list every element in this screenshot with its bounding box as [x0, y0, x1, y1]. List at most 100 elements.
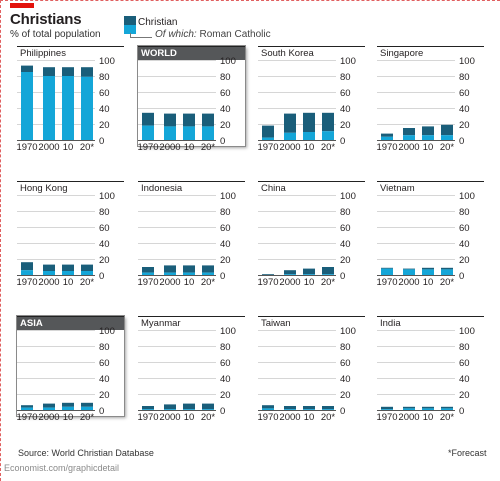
x-tick-label: 1970 [257, 142, 278, 153]
y-tick-label: 100 [220, 191, 236, 202]
y-tick-label: 60 [220, 88, 231, 99]
y-tick-label: 80 [340, 207, 351, 218]
bar-christian-other [441, 124, 453, 136]
y-tick-label: 0 [459, 136, 464, 147]
x-tick-label: 20* [80, 142, 95, 153]
x-tick-label: 20* [80, 412, 95, 423]
y-tick-label: 80 [340, 342, 351, 353]
bar-christian-other [322, 406, 334, 410]
y-tick-label: 20 [220, 255, 231, 266]
panel-chart: 0 20 40 60 80 100 1970 2000 10 20* [376, 191, 474, 288]
panel-chart: 0 20 40 60 80 100 1970 2000 10 20* [16, 56, 114, 153]
x-tick-label: 2000 [159, 277, 180, 288]
bar-catholic [183, 126, 195, 140]
y-tick-label: 60 [220, 358, 231, 369]
y-tick-label: 40 [459, 374, 470, 385]
bar-christian-other [142, 267, 154, 273]
panel-china: China 0 20 40 60 80 100 1970 2000 10 20* [257, 181, 365, 288]
bar-catholic [284, 132, 296, 140]
y-tick-label: 100 [459, 326, 475, 337]
chart-subtitle: % of total population [10, 29, 101, 40]
y-tick-label: 40 [220, 239, 231, 250]
bar-christian-other [202, 403, 214, 410]
x-tick-label: 2000 [398, 277, 419, 288]
bar-christian-other [164, 265, 176, 273]
bar-christian-other [322, 112, 334, 132]
y-tick-label: 100 [459, 191, 475, 202]
y-tick-label: 60 [340, 223, 351, 234]
y-tick-label: 100 [99, 56, 115, 67]
bar-catholic [81, 76, 93, 140]
panel-indonesia: Indonesia 0 20 40 60 80 100 1970 2000 10 20* [137, 181, 245, 288]
bar-catholic [43, 407, 55, 410]
bar-christian-other [284, 270, 296, 275]
y-tick-label: 80 [340, 72, 351, 83]
bar-catholic [43, 76, 55, 140]
bar-christian-other [62, 402, 74, 407]
legend-catholic-text: Roman Catholic [199, 29, 271, 40]
y-tick-label: 0 [99, 136, 104, 147]
y-tick-label: 0 [340, 406, 345, 417]
y-tick-label: 80 [99, 72, 110, 83]
y-tick-label: 80 [99, 342, 110, 353]
bar-christian-other [403, 268, 415, 270]
panel-title: Myanmar [138, 316, 245, 330]
bar-christian-other [284, 406, 296, 410]
bar-christian-other [142, 406, 154, 410]
y-tick-label: 60 [99, 88, 110, 99]
x-tick-label: 20* [440, 412, 455, 423]
y-tick-label: 40 [340, 239, 351, 250]
x-tick-label: 20* [321, 142, 336, 153]
bar-christian-other [262, 125, 274, 138]
bar-catholic [164, 126, 176, 140]
x-tick-label: 20* [201, 277, 216, 288]
bar-christian-other [441, 406, 453, 409]
bar-christian-other [381, 406, 393, 410]
bar-christian-other [202, 265, 214, 273]
bar-catholic [164, 409, 176, 410]
panel-vietnam: Vietnam 0 20 40 60 80 100 1970 2000 10 20* [376, 181, 484, 288]
bar-christian-other [43, 264, 55, 271]
x-tick-label: 2000 [38, 412, 59, 423]
y-tick-label: 0 [459, 406, 464, 417]
y-tick-label: 40 [99, 239, 110, 250]
y-tick-label: 20 [220, 120, 231, 131]
bar-catholic [142, 125, 154, 140]
panel-title: Philippines [17, 46, 124, 60]
bar-christian-other [303, 268, 315, 275]
panel-singapore: Singapore 0 20 40 60 80 100 1970 2000 10 20* [376, 46, 484, 153]
y-tick-label: 60 [340, 358, 351, 369]
bar-catholic [21, 270, 33, 275]
bar-catholic [381, 409, 393, 410]
y-tick-label: 0 [99, 406, 104, 417]
bar-catholic [403, 269, 415, 275]
x-tick-label: 10 [423, 412, 434, 423]
bar-catholic [183, 409, 195, 410]
x-tick-label: 1970 [16, 277, 37, 288]
x-tick-label: 20* [80, 277, 95, 288]
bar-christian-other [21, 65, 33, 72]
y-tick-label: 100 [220, 326, 236, 337]
panel-chart: 0 20 40 60 80 100 1970 2000 10 20* [137, 191, 235, 288]
x-tick-label: 10 [304, 412, 315, 423]
chart-title: Christians [10, 11, 82, 28]
y-tick-label: 100 [340, 326, 356, 337]
legend-catholic-prefix: Of which: [155, 29, 197, 40]
bar-catholic [21, 72, 33, 140]
y-tick-label: 60 [220, 223, 231, 234]
y-tick-label: 100 [459, 56, 475, 67]
bar-catholic [303, 274, 315, 275]
bar-catholic [262, 137, 274, 140]
panel-title: Hong Kong [17, 181, 124, 195]
y-tick-label: 40 [220, 374, 231, 385]
y-tick-label: 20 [459, 255, 470, 266]
bar-catholic [284, 274, 296, 275]
x-tick-label: 10 [423, 277, 434, 288]
bar-catholic [62, 271, 74, 275]
x-tick-label: 2000 [38, 277, 59, 288]
y-tick-label: 60 [459, 223, 470, 234]
panel-chart: 0 20 40 60 80 100 1970 2000 10 20* [376, 56, 474, 153]
y-tick-label: 60 [340, 88, 351, 99]
x-tick-label: 2000 [279, 412, 300, 423]
bar-christian-other [43, 403, 55, 408]
